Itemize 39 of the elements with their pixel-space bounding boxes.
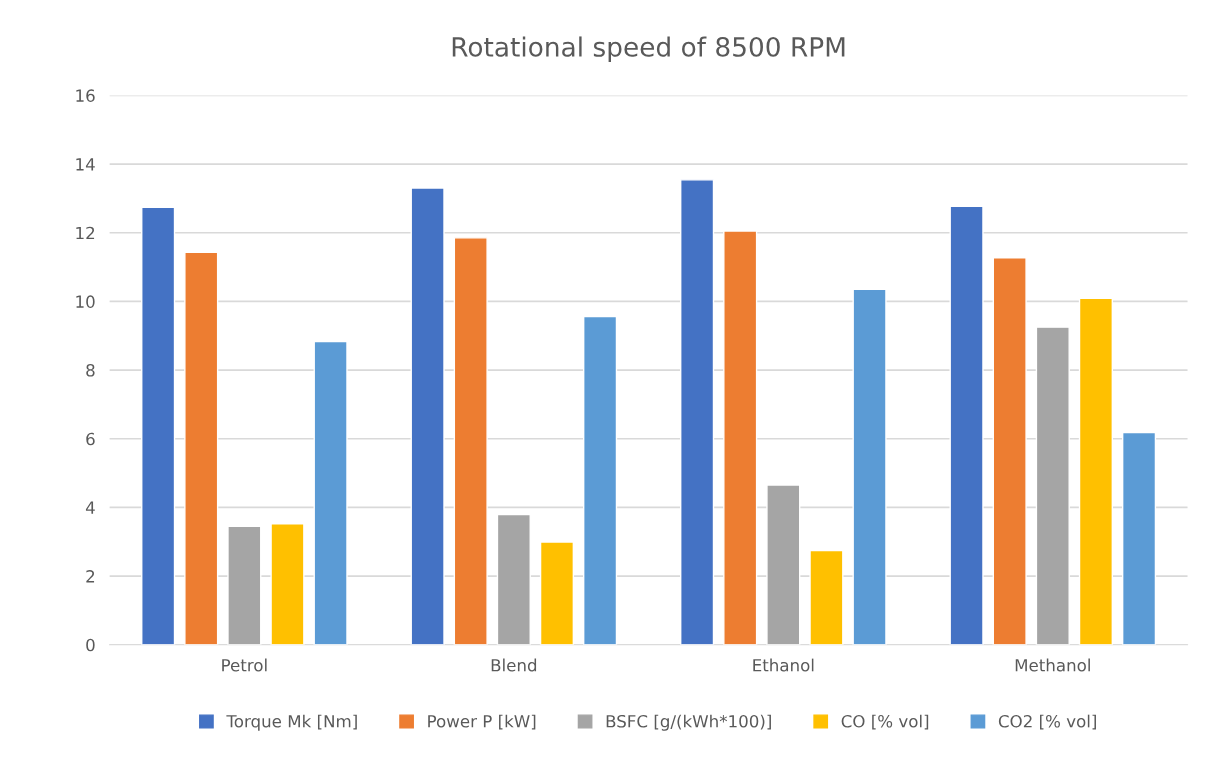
legend-label: CO2 [% vol]: [998, 714, 1096, 730]
y-tick-label: 16: [76, 89, 95, 102]
x-tick-label: Ethanol: [753, 658, 814, 672]
y-tick-label: 12: [76, 226, 95, 240]
bar: [184, 251, 219, 645]
bar: [1035, 326, 1070, 645]
y-tick-label: 10: [76, 295, 95, 308]
bar: [539, 541, 575, 645]
bar: [1121, 431, 1157, 645]
legend-label: CO [% vol]: [841, 714, 929, 730]
bar: [723, 230, 758, 645]
bar: [270, 523, 305, 645]
legend-label: Torque Mk [Nm]: [226, 714, 357, 731]
bar: [949, 205, 984, 645]
bar: [141, 206, 176, 645]
chart-title: Rotational speed of 8500 RPM: [452, 36, 845, 62]
y-tick-label: 0: [86, 638, 95, 652]
bar: [766, 484, 801, 645]
y-tick-label: 8: [86, 364, 95, 377]
bar: [992, 257, 1027, 645]
y-tick-label: 2: [86, 570, 95, 583]
bar: [313, 340, 348, 645]
bar: [852, 288, 887, 645]
y-tick-label: 6: [86, 432, 95, 446]
bar: [809, 549, 844, 645]
x-tick-label: Petrol: [222, 658, 267, 672]
bar: [1078, 297, 1114, 645]
bar: [680, 179, 715, 645]
y-tick-label: 4: [85, 501, 95, 514]
y-tick-label: 14: [76, 158, 95, 171]
bar: [227, 525, 262, 645]
bar: [410, 187, 445, 645]
bar: [582, 315, 618, 645]
legend-label: Power P [kW]: [428, 714, 536, 730]
bar: [496, 513, 531, 645]
x-tick-label: Blend: [491, 658, 537, 672]
bar: [453, 237, 488, 645]
x-tick-label: Methanol: [1015, 658, 1090, 672]
legend-label: BSFC [g/(kWh*100)]: [606, 714, 771, 731]
